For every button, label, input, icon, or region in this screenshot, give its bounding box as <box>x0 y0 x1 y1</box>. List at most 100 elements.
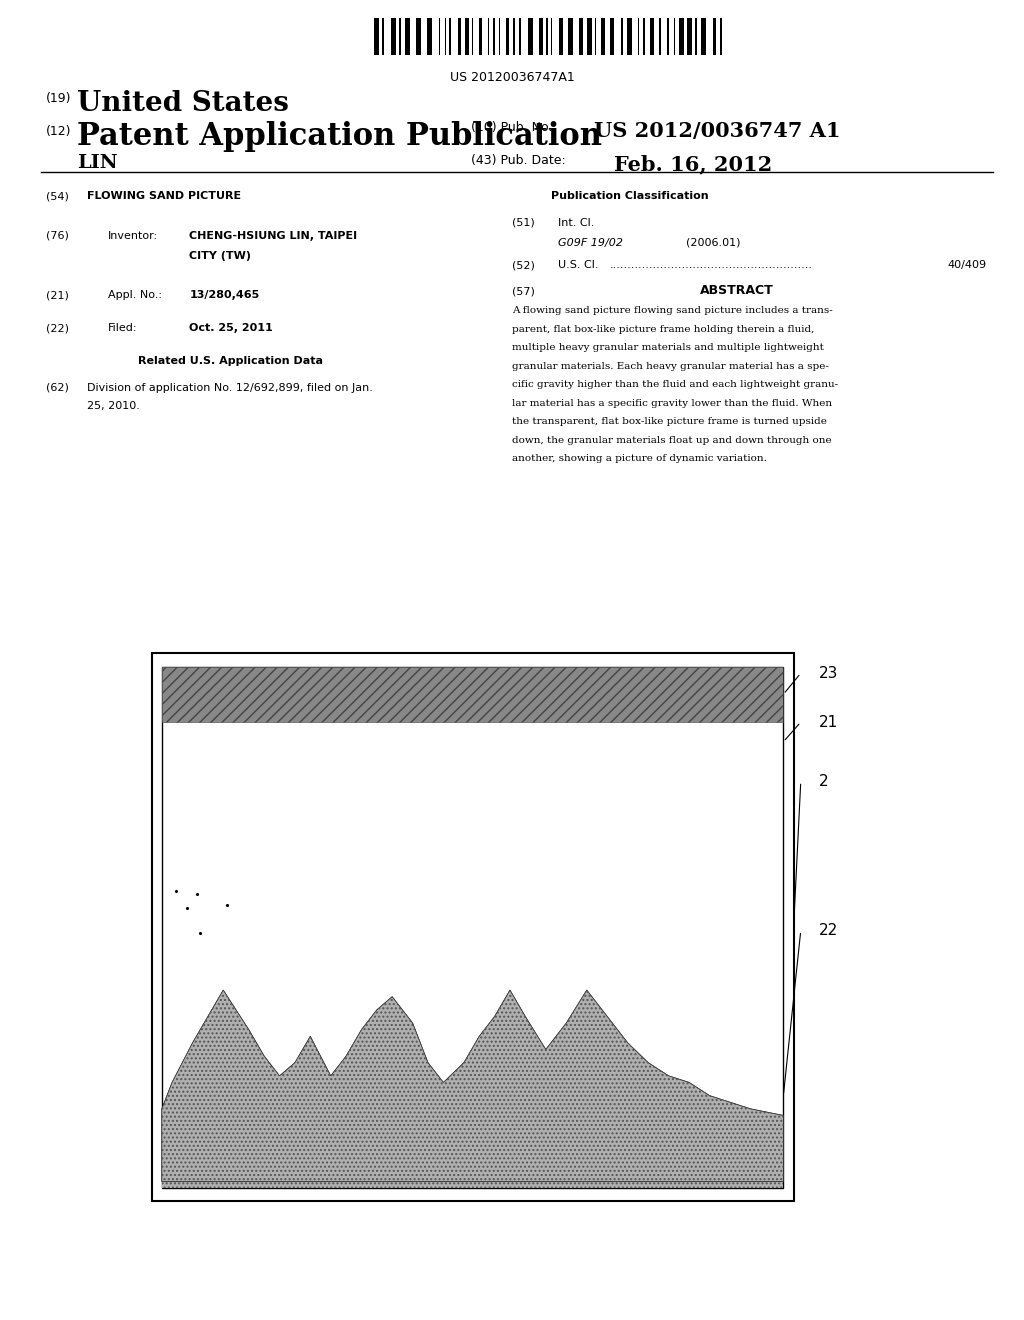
Text: (57): (57) <box>512 286 535 297</box>
Bar <box>162 1175 783 1188</box>
Bar <box>674 18 676 55</box>
Bar <box>458 18 461 55</box>
Bar <box>600 18 605 55</box>
Text: (52): (52) <box>512 260 535 271</box>
Text: 13/280,465: 13/280,465 <box>189 290 260 301</box>
Bar <box>406 18 411 55</box>
Text: (2006.01): (2006.01) <box>686 238 740 248</box>
Polygon shape <box>162 990 783 1181</box>
Bar <box>152 653 794 1201</box>
Bar <box>162 667 783 1188</box>
Bar <box>695 18 697 55</box>
Bar <box>551 18 553 55</box>
Text: lar material has a specific gravity lower than the fluid. When: lar material has a specific gravity lowe… <box>512 399 833 408</box>
Text: granular materials. Each heavy granular material has a spe-: granular materials. Each heavy granular … <box>512 362 828 371</box>
Text: CITY (TW): CITY (TW) <box>189 251 252 261</box>
Text: (76): (76) <box>46 231 69 242</box>
Bar <box>382 18 384 55</box>
Bar <box>650 18 653 55</box>
Bar <box>391 18 395 55</box>
Bar <box>506 18 509 55</box>
Bar <box>587 18 592 55</box>
Text: G09F 19/02: G09F 19/02 <box>558 238 623 248</box>
Text: Division of application No. 12/692,899, filed on Jan.: Division of application No. 12/692,899, … <box>87 383 373 393</box>
Bar <box>427 18 432 55</box>
Bar <box>472 18 473 55</box>
Bar <box>487 18 489 55</box>
Text: Publication Classification: Publication Classification <box>551 191 709 202</box>
Text: the transparent, flat box-like picture frame is turned upside: the transparent, flat box-like picture f… <box>512 417 826 426</box>
Text: (21): (21) <box>46 290 69 301</box>
Text: (43) Pub. Date:: (43) Pub. Date: <box>471 154 566 168</box>
Bar <box>667 18 669 55</box>
Text: Int. Cl.: Int. Cl. <box>558 218 595 228</box>
Bar <box>568 18 573 55</box>
Text: (12): (12) <box>46 125 72 139</box>
Text: LIN: LIN <box>77 154 118 173</box>
Bar <box>638 18 639 55</box>
Bar <box>450 18 451 55</box>
Bar <box>546 18 548 55</box>
Text: United States: United States <box>77 90 289 116</box>
Bar <box>465 18 469 55</box>
Text: US 2012/0036747 A1: US 2012/0036747 A1 <box>594 121 841 141</box>
Bar <box>687 18 692 55</box>
Bar <box>559 18 563 55</box>
Text: Related U.S. Application Data: Related U.S. Application Data <box>138 356 324 367</box>
Bar <box>595 18 596 55</box>
Text: U.S. Cl.: U.S. Cl. <box>558 260 599 271</box>
Text: FLOWING SAND PICTURE: FLOWING SAND PICTURE <box>87 191 242 202</box>
Text: another, showing a picture of dynamic variation.: another, showing a picture of dynamic va… <box>512 454 767 463</box>
Text: Oct. 25, 2011: Oct. 25, 2011 <box>189 323 273 334</box>
Text: 40/409: 40/409 <box>947 260 986 271</box>
Bar <box>162 667 783 722</box>
Bar <box>700 18 706 55</box>
Bar <box>679 18 684 55</box>
Bar <box>659 18 662 55</box>
Text: multiple heavy granular materials and multiple lightweight: multiple heavy granular materials and mu… <box>512 343 824 352</box>
Bar <box>720 18 722 55</box>
Text: 22: 22 <box>819 923 839 939</box>
Bar <box>622 18 624 55</box>
Text: 21: 21 <box>819 714 839 730</box>
Text: cific gravity higher than the fluid and each lightweight granu-: cific gravity higher than the fluid and … <box>512 380 838 389</box>
Bar <box>399 18 401 55</box>
Bar <box>479 18 482 55</box>
Bar <box>439 18 440 55</box>
Text: (54): (54) <box>46 191 69 202</box>
Bar <box>444 18 445 55</box>
Bar <box>374 18 379 55</box>
Text: Feb. 16, 2012: Feb. 16, 2012 <box>614 154 773 174</box>
Text: 25, 2010.: 25, 2010. <box>87 401 140 412</box>
Text: down, the granular materials float up and down through one: down, the granular materials float up an… <box>512 436 831 445</box>
Text: Patent Application Publication: Patent Application Publication <box>77 121 602 152</box>
Bar <box>713 18 716 55</box>
Text: parent, flat box-like picture frame holding therein a fluid,: parent, flat box-like picture frame hold… <box>512 325 814 334</box>
Text: (19): (19) <box>46 92 72 106</box>
Text: US 20120036747A1: US 20120036747A1 <box>450 71 574 84</box>
Bar <box>162 667 783 722</box>
Bar <box>579 18 584 55</box>
Text: (51): (51) <box>512 218 535 228</box>
Bar <box>499 18 501 55</box>
Bar <box>416 18 421 55</box>
Text: (10) Pub. No.:: (10) Pub. No.: <box>471 121 557 135</box>
Bar <box>513 18 515 55</box>
Text: A flowing sand picture flowing sand picture includes a trans-: A flowing sand picture flowing sand pict… <box>512 306 833 315</box>
Bar <box>540 18 543 55</box>
Text: (62): (62) <box>46 383 69 393</box>
Bar <box>519 18 521 55</box>
Bar <box>609 18 614 55</box>
Text: 2: 2 <box>819 774 828 789</box>
Text: Inventor:: Inventor: <box>108 231 158 242</box>
Bar <box>527 18 532 55</box>
Text: ........................................................: ........................................… <box>609 260 812 271</box>
Text: Appl. No.:: Appl. No.: <box>108 290 162 301</box>
Bar <box>628 18 632 55</box>
Text: CHENG-HSIUNG LIN, TAIPEI: CHENG-HSIUNG LIN, TAIPEI <box>189 231 357 242</box>
Bar <box>493 18 495 55</box>
Text: ABSTRACT: ABSTRACT <box>700 284 774 297</box>
Bar <box>643 18 644 55</box>
Text: 23: 23 <box>819 665 839 681</box>
Text: (22): (22) <box>46 323 69 334</box>
